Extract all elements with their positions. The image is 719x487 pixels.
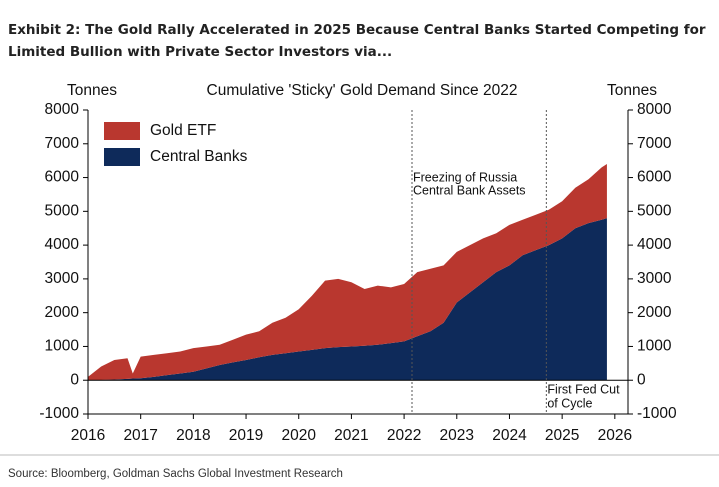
y2-tick-label: 2000 [637, 304, 672, 321]
source-note: Source: Bloomberg, Goldman Sachs Global … [8, 468, 343, 480]
legend-swatch [104, 122, 140, 140]
y2-axis-label: Tonnes [607, 82, 657, 99]
legend-swatch [104, 148, 140, 166]
x-tick-label: 2022 [387, 427, 421, 444]
y2-tick-label: 3000 [637, 270, 672, 287]
y2-tick-label: -1000 [637, 405, 677, 422]
y-tick-label: 5000 [45, 202, 80, 219]
x-tick-label: 2020 [281, 427, 316, 444]
y2-tick-label: 8000 [637, 101, 672, 118]
x-tick-label: 2024 [492, 427, 527, 444]
y-tick-label: 0 [70, 371, 79, 388]
y-tick-label: 2000 [45, 304, 80, 321]
y-tick-label: 1000 [45, 338, 80, 355]
y-tick-label: 6000 [45, 169, 80, 186]
y-tick-label: 3000 [45, 270, 80, 287]
area [88, 164, 607, 381]
x-tick-label: 2026 [598, 427, 632, 444]
annotation-text: of Cycle [547, 396, 592, 410]
x-tick-label: 2017 [123, 427, 157, 444]
chart-title: Cumulative 'Sticky' Gold Demand Since 20… [207, 82, 518, 99]
y2-tick-label: 7000 [637, 135, 672, 152]
x-tick-label: 2021 [334, 427, 368, 444]
annotation-text: Central Bank Assets [413, 183, 526, 197]
y-tick-label: -1000 [39, 405, 79, 422]
y2-tick-label: 5000 [637, 202, 672, 219]
y2-tick-label: 6000 [637, 169, 672, 186]
y-tick-label: 4000 [45, 236, 80, 253]
legend-label: Central Banks [150, 148, 248, 165]
legend-label: Gold ETF [150, 122, 216, 139]
area [88, 218, 607, 381]
x-tick-label: 2025 [545, 427, 579, 444]
y2-tick-label: 0 [637, 371, 646, 388]
y2-tick-label: 1000 [637, 338, 672, 355]
header-title-line: Limited Bullion with Private Sector Inve… [8, 44, 392, 60]
y2-tick-label: 4000 [637, 236, 672, 253]
y-axis-label: Tonnes [67, 82, 117, 99]
x-tick-label: 2023 [440, 427, 474, 444]
header-title-line: Exhibit 2: The Gold Rally Accelerated in… [8, 22, 706, 38]
y-tick-label: 7000 [45, 135, 80, 152]
x-tick-label: 2016 [71, 427, 105, 444]
annotation-text: Freezing of Russia [413, 170, 517, 184]
x-tick-label: 2018 [176, 427, 210, 444]
annotation-text: First Fed Cut [547, 382, 620, 396]
x-tick-label: 2019 [229, 427, 263, 444]
y-tick-label: 8000 [45, 101, 80, 118]
